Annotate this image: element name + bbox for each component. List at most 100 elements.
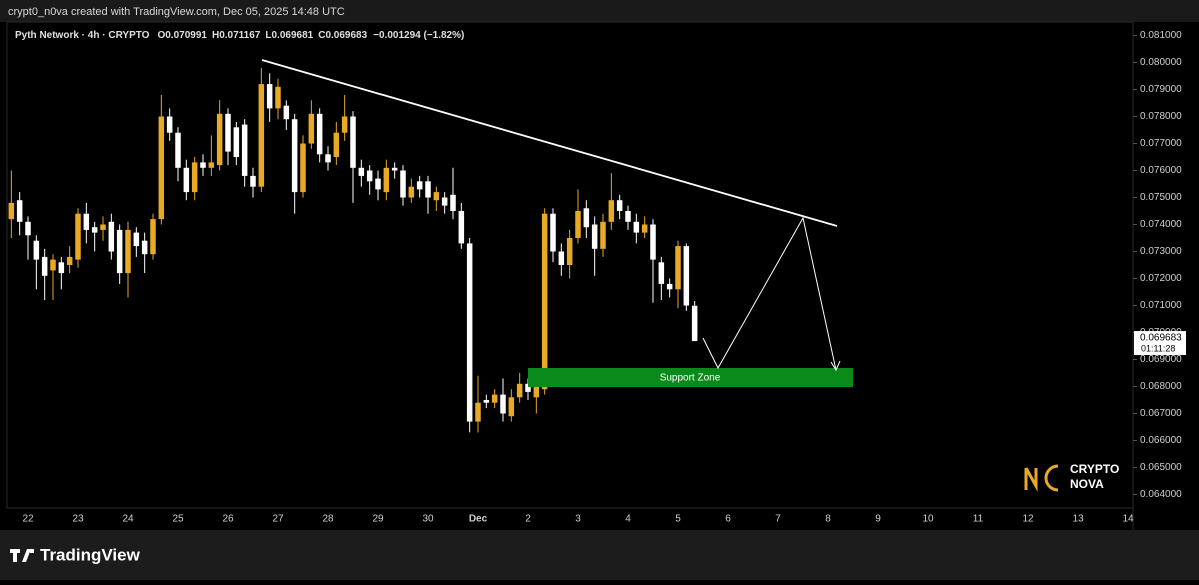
candle-body xyxy=(58,262,65,274)
candle-body xyxy=(508,397,515,417)
price-box-countdown: 01:11:28 xyxy=(1141,343,1175,353)
candle-body xyxy=(416,181,423,190)
candle-body xyxy=(366,170,373,182)
trend-line xyxy=(261,59,838,227)
candle-body xyxy=(225,113,231,152)
y-tick-label: 0.068000 xyxy=(1140,381,1182,392)
y-tick-label: 0.078000 xyxy=(1140,111,1182,122)
candle-body xyxy=(350,116,356,168)
candle-body xyxy=(200,162,206,168)
logo-mark xyxy=(1024,467,1038,492)
x-tick-label: 7 xyxy=(775,514,781,525)
candle-body xyxy=(75,213,81,260)
candle-body xyxy=(500,394,506,414)
x-tick-label: Dec xyxy=(469,514,488,525)
y-tick-label: 0.064000 xyxy=(1140,489,1182,500)
candle-body xyxy=(616,200,623,211)
header-bar xyxy=(0,0,1199,22)
candle-body xyxy=(241,124,248,176)
candle-body xyxy=(533,381,540,398)
y-tick-label: 0.066000 xyxy=(1140,435,1182,446)
y-tick-label: 0.076000 xyxy=(1140,165,1182,176)
legend-field-label: H xyxy=(212,30,219,41)
candle-body xyxy=(108,221,115,252)
candle-body xyxy=(383,167,390,193)
candle-body xyxy=(258,84,265,187)
candle-body xyxy=(216,113,223,166)
candle-body xyxy=(608,200,615,222)
legend-line: Pyth Network · 4h · CRYPTO O0.070991 H0.07… xyxy=(15,30,464,41)
x-tick-label: 6 xyxy=(725,514,731,525)
candle-body xyxy=(150,219,156,255)
candle-body xyxy=(475,402,481,422)
candle-body xyxy=(408,186,415,198)
candle-body xyxy=(541,213,548,390)
candle-body xyxy=(183,167,190,193)
x-tick-label: 11 xyxy=(973,514,984,525)
candle-body xyxy=(125,229,131,274)
candle-body xyxy=(466,243,473,422)
x-tick-label: 29 xyxy=(372,514,384,525)
candle-body xyxy=(650,224,656,260)
y-tick-label: 0.071000 xyxy=(1140,300,1182,311)
candle-body xyxy=(316,113,323,155)
support-zone-box xyxy=(528,368,853,387)
support-zone-label: Support Zone xyxy=(660,373,721,384)
candle-body xyxy=(33,240,40,260)
x-tick-label: 3 xyxy=(575,514,581,525)
candle-body xyxy=(483,400,490,403)
logo-ring xyxy=(1044,464,1059,492)
legend-field-label: O xyxy=(157,30,165,41)
y-tick-label: 0.074000 xyxy=(1140,219,1182,230)
y-tick-label: 0.077000 xyxy=(1140,138,1182,149)
x-tick-label: 23 xyxy=(72,514,84,525)
candle-body xyxy=(450,194,456,211)
candle-body xyxy=(516,383,523,398)
candle-body xyxy=(308,113,315,144)
candle-body xyxy=(100,224,106,230)
projection-path xyxy=(702,216,837,371)
candle-body xyxy=(8,202,15,220)
y-tick-label: 0.073000 xyxy=(1140,246,1182,257)
candle-body xyxy=(25,221,31,236)
candle-body xyxy=(175,132,181,168)
y-tick-label: 0.069000 xyxy=(1140,354,1182,365)
footer-bar xyxy=(0,530,1199,580)
logo-line2: NOVA xyxy=(1070,477,1104,491)
price-box xyxy=(1134,331,1186,356)
logo-line1: CRYPTO xyxy=(1070,462,1119,476)
x-tick-label: 30 xyxy=(422,514,434,525)
support-zone: Support Zone xyxy=(528,368,853,387)
candle-body xyxy=(166,116,173,133)
candle-body xyxy=(491,394,498,403)
candle-body xyxy=(458,211,465,244)
brand-logo xyxy=(10,549,34,562)
legend-field-value: 0.070991 xyxy=(165,30,207,41)
x-tick-label: 14 xyxy=(1122,514,1134,525)
x-tick-label: 9 xyxy=(875,514,881,525)
candle-body xyxy=(66,256,73,265)
candle-body xyxy=(633,221,640,233)
candle-body xyxy=(50,259,56,271)
x-tick-label: 22 xyxy=(22,514,34,525)
legend-field-value: 0.069681 xyxy=(271,30,313,41)
candle-body xyxy=(358,167,365,176)
x-tick-label: 24 xyxy=(122,514,134,525)
candle-body xyxy=(141,240,148,255)
candle-body xyxy=(666,283,673,290)
legend-field-value: 0.069683 xyxy=(325,30,367,41)
y-tick-label: 0.079000 xyxy=(1140,84,1182,95)
price-box-value: 0.069683 xyxy=(1140,333,1182,344)
candle-body xyxy=(91,227,98,233)
x-tick-label: 10 xyxy=(922,514,934,525)
candle-body xyxy=(658,262,665,284)
legend-field-label: L xyxy=(265,30,271,41)
footer-brand: TradingView xyxy=(10,545,141,564)
plot xyxy=(8,35,1137,495)
y-tick-label: 0.065000 xyxy=(1140,462,1182,473)
candle-body xyxy=(191,162,198,193)
candle-body xyxy=(341,116,348,133)
y-tick-label: 0.081000 xyxy=(1140,30,1182,41)
x-tick-label: 5 xyxy=(675,514,681,525)
